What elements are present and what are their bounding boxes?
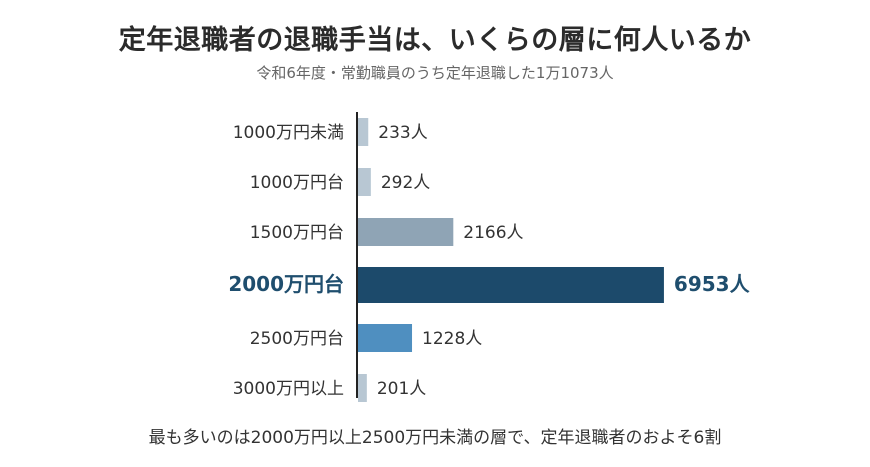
bar-3 <box>358 267 664 303</box>
value-label-3: 6953人 <box>674 272 751 296</box>
bar-4 <box>358 324 413 352</box>
category-label-1: 1000万円台 <box>250 173 344 193</box>
value-label-5: 201人 <box>377 379 426 399</box>
chart-subtitle: 令和6年度・常勤職員のうち定年退職した1万1073人 <box>256 64 614 82</box>
bar-5 <box>358 374 367 402</box>
bar-1 <box>358 168 371 196</box>
category-label-4: 2500万円台 <box>250 329 344 349</box>
value-label-4: 1228人 <box>422 329 482 349</box>
chart-title: 定年退職者の退職手当は、いくらの層に何人いるか <box>118 25 752 56</box>
bar-0 <box>358 118 369 146</box>
chart-footer-note: 最も多いのは2000万円以上2500万円未満の層で、定年退職者のおよそ6割 <box>148 428 722 448</box>
value-label-0: 233人 <box>378 123 427 143</box>
category-label-0: 1000万円未満 <box>233 123 344 143</box>
bars-group: 1000万円未満 233人 1000万円台 292人 1500万円台 2166人 2000万… <box>228 118 751 402</box>
bar-2 <box>358 218 454 246</box>
category-label-2: 1500万円台 <box>250 223 344 243</box>
value-label-1: 292人 <box>381 173 430 193</box>
value-label-2: 2166人 <box>463 223 523 243</box>
category-label-5: 3000万円以上 <box>233 379 344 399</box>
category-label-3: 2000万円台 <box>228 272 344 296</box>
